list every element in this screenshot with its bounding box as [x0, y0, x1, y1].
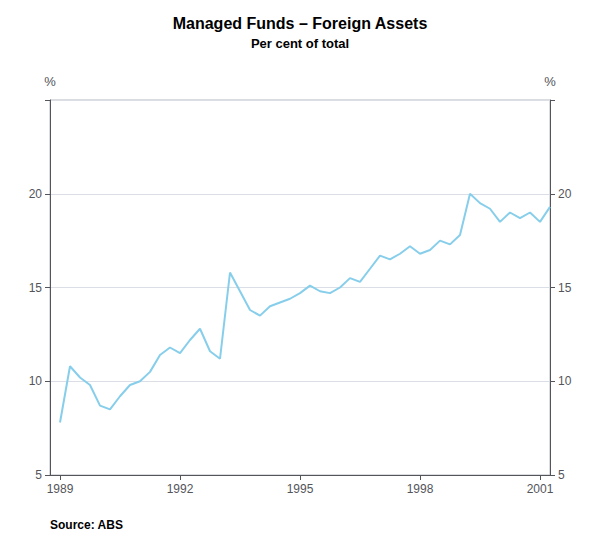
- svg-text:1992: 1992: [167, 482, 194, 496]
- svg-text:20: 20: [29, 187, 43, 201]
- svg-text:1998: 1998: [407, 482, 434, 496]
- svg-text:15: 15: [29, 281, 43, 295]
- svg-text:2001: 2001: [527, 482, 554, 496]
- svg-text:5: 5: [35, 468, 42, 482]
- svg-text:10: 10: [558, 374, 572, 388]
- svg-text:15: 15: [558, 281, 572, 295]
- svg-text:Managed Funds – Foreign Assets: Managed Funds – Foreign Assets: [173, 15, 428, 32]
- svg-text:10: 10: [29, 374, 43, 388]
- svg-text:1989: 1989: [47, 482, 74, 496]
- svg-text:5: 5: [558, 468, 565, 482]
- svg-text:%: %: [44, 74, 56, 89]
- svg-text:1995: 1995: [287, 482, 314, 496]
- svg-text:Per cent of total: Per cent of total: [251, 36, 349, 51]
- svg-text:Source: ABS: Source: ABS: [50, 518, 123, 532]
- svg-text:%: %: [544, 74, 556, 89]
- svg-text:20: 20: [558, 187, 572, 201]
